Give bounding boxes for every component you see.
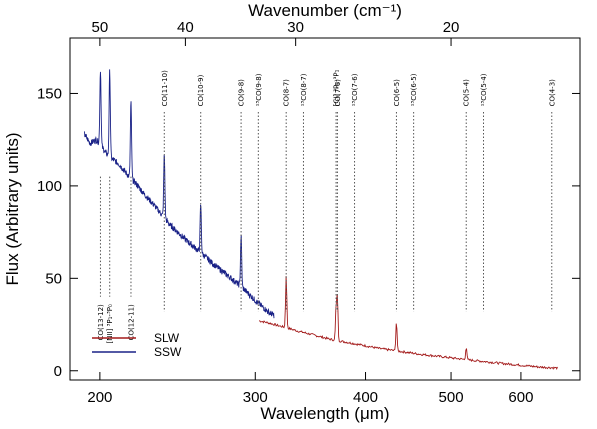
emission-line-label-4: CO(10-9) [197, 74, 205, 106]
legend-label-ssw: SSW [154, 345, 182, 359]
y-tick-label-0: 0 [54, 363, 62, 380]
legend: SLW SSW [92, 331, 182, 359]
emission-line-label-7: CO(8-7) [283, 79, 291, 107]
legend-label-slw: SLW [154, 331, 180, 345]
y-axis-ticks: 0 50 100 150 [37, 85, 580, 380]
series-line-slw [259, 276, 558, 371]
plot-frame [69, 37, 581, 381]
emission-line-label-13: ¹³CO(6-5) [410, 73, 418, 106]
x-axis-title: Wavelength (μm) [260, 404, 389, 423]
x-tick-label-3: 500 [439, 389, 464, 406]
x2-tick-label-1: 40 [177, 19, 194, 36]
emission-line-label-5: CO(9-8) [238, 79, 246, 107]
x-axis-ticks: 200 300 400 500 600 [87, 372, 533, 406]
emission-line-label-12: CO(6-5) [393, 79, 401, 107]
emission-line-label-2: CO(12-11) [127, 304, 135, 340]
emission-line-label-10: CO(7-6) [334, 79, 342, 107]
emission-line-label-16: CO(4-3) [548, 79, 556, 107]
y-tick-label-2: 100 [37, 178, 62, 195]
emission-line-label-3: CO(11-10) [161, 70, 169, 106]
x-tick-label-2: 400 [353, 389, 378, 406]
series-layer [83, 69, 558, 371]
y-tick-label-3: 150 [37, 85, 62, 102]
series-line-ssw [83, 69, 275, 319]
y-axis-title: Flux (Arbitrary units) [3, 132, 22, 285]
x-tick-label-1: 300 [243, 389, 268, 406]
emission-line-label-6: ¹³CO(9-8) [255, 73, 263, 106]
emission-line-label-0: CO(13-12) [97, 304, 105, 340]
emission-line-label-11: ¹³CO(7-6) [351, 73, 359, 106]
emission-line-label-14: CO(5-4) [463, 79, 471, 107]
emission-line-label-8: ¹³CO(8-7) [300, 73, 308, 106]
x2-tick-label-3: 20 [443, 19, 460, 36]
emission-line-label-9: [CI] ³P₂-³P₁ [333, 69, 341, 106]
x2-tick-label-2: 30 [287, 19, 304, 36]
x-tick-label-0: 200 [87, 389, 112, 406]
emission-lines-layer: CO(13-12) [NII] ³P₁-³P₀ CO(12-11) CO(11-10)… [97, 69, 556, 343]
emission-line-label-15: ¹³CO(5-4) [480, 73, 488, 106]
x2-axis-ticks: 50 40 30 20 [92, 19, 460, 46]
y-tick-label-1: 50 [45, 270, 62, 287]
x-tick-label-4: 600 [508, 389, 533, 406]
x2-axis-title: Wavenumber (cm⁻¹) [248, 1, 402, 20]
x2-tick-label-0: 50 [92, 19, 109, 36]
emission-line-label-1: [NII] ³P₁-³P₀ [106, 304, 114, 343]
